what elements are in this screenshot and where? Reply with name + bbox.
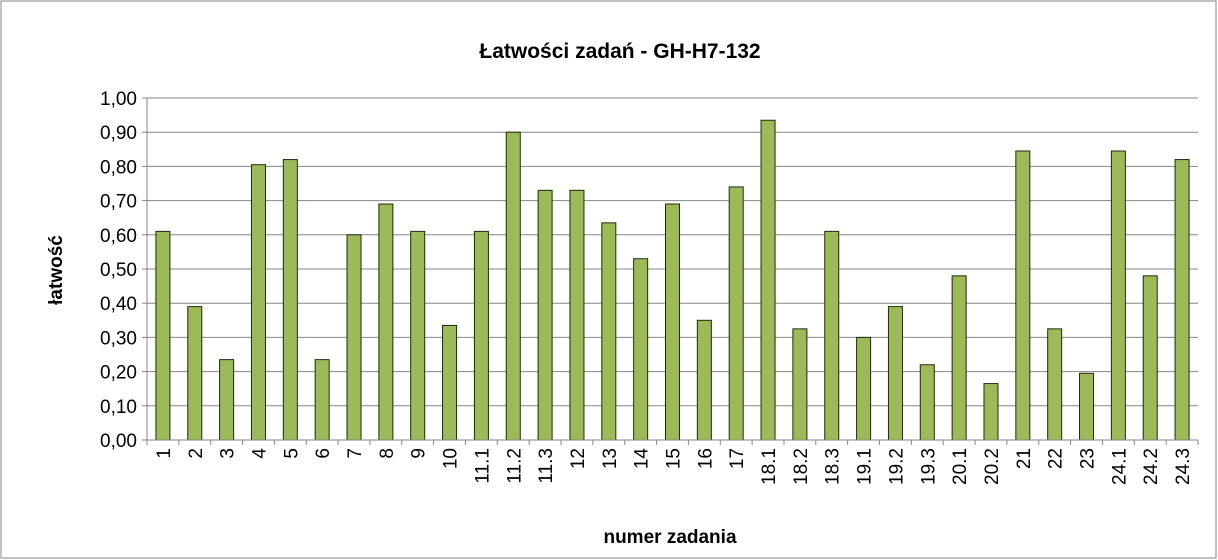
x-tick-label: 16 [695, 448, 716, 469]
bar [442, 324, 458, 441]
x-axis-label: numer zadania [603, 527, 736, 548]
bar [569, 189, 585, 441]
x-tick-label: 11.2 [504, 448, 525, 484]
x-tick-label: 11.3 [536, 448, 557, 484]
bar [219, 359, 235, 441]
y-tick-label: 0,30 [100, 328, 137, 349]
bar [760, 119, 776, 441]
bar [314, 359, 330, 441]
bar [951, 275, 967, 441]
x-tick-label: 5 [281, 448, 302, 459]
bar [633, 258, 649, 441]
x-tick-label: 19.3 [918, 448, 939, 485]
x-tick-label: 7 [345, 448, 366, 459]
x-tick-label: 8 [377, 448, 398, 459]
y-tick-label: 0,60 [100, 226, 137, 247]
y-tick-label: 0,00 [100, 431, 137, 452]
x-tick-label: 23 [1078, 448, 1099, 469]
x-tick-label: 1 [154, 448, 175, 459]
bar [1110, 150, 1126, 441]
x-tick-label: 4 [249, 448, 270, 459]
y-axis-label: łatwość [46, 235, 67, 305]
bar [1174, 159, 1190, 441]
bar [410, 230, 426, 441]
bar [601, 222, 617, 441]
bar [1015, 150, 1031, 441]
chart-title: Łatwości zadań - GH-H7-132 [479, 40, 760, 63]
x-tick-label: 24.3 [1173, 448, 1194, 485]
x-tick-label: 19.2 [886, 448, 907, 485]
x-tick-label: 11.1 [472, 448, 493, 484]
bar [1142, 275, 1158, 441]
bar [792, 328, 808, 441]
bar [282, 159, 298, 441]
bar [1047, 328, 1063, 441]
x-tick-label: 9 [409, 448, 430, 459]
x-tick-label: 24.1 [1109, 448, 1130, 485]
bar [696, 319, 712, 441]
x-tick-label: 3 [218, 448, 239, 459]
x-tick-label: 12 [568, 448, 589, 469]
x-tick-label: 18.3 [823, 448, 844, 485]
y-tick-label: 1,00 [100, 89, 137, 110]
y-tick-label: 0,90 [100, 123, 137, 144]
x-tick-label: 24.2 [1141, 448, 1162, 485]
y-tick-label: 0,50 [100, 260, 137, 281]
x-tick-label: 15 [664, 448, 685, 469]
y-tick-label: 0,70 [100, 192, 137, 213]
bar [250, 164, 266, 441]
bar [378, 203, 394, 441]
x-tick-label: 6 [313, 448, 334, 459]
x-tick-label: 10 [441, 448, 462, 469]
y-tick-label: 0,10 [100, 397, 137, 418]
x-tick-label: 18.1 [759, 448, 780, 485]
bar [887, 306, 903, 441]
bar [155, 230, 171, 441]
bar [664, 203, 681, 441]
x-tick-label: 2 [186, 448, 207, 459]
bar [919, 364, 935, 441]
bar [728, 186, 744, 441]
x-tick-label: 21 [1014, 448, 1035, 469]
bar [1079, 372, 1095, 441]
x-tick-label: 20.2 [982, 448, 1003, 485]
x-tick-label: 17 [727, 448, 748, 469]
bar [537, 189, 553, 441]
x-tick-label: 20.1 [950, 448, 971, 485]
x-tick-label: 19.1 [855, 448, 876, 485]
x-tick-label: 18.2 [791, 448, 812, 485]
bar [473, 230, 489, 441]
bar [856, 336, 872, 441]
bar [983, 383, 999, 441]
bar [505, 131, 521, 441]
bar [346, 234, 362, 441]
bar [824, 230, 840, 441]
y-tick-label: 0,40 [100, 294, 137, 315]
x-tick-label: 22 [1046, 448, 1067, 469]
y-tick-label: 0,80 [100, 157, 137, 178]
y-tick-label: 0,20 [100, 363, 137, 384]
x-tick-label: 14 [632, 448, 653, 470]
x-tick-label: 13 [600, 448, 621, 469]
bar [187, 306, 203, 441]
